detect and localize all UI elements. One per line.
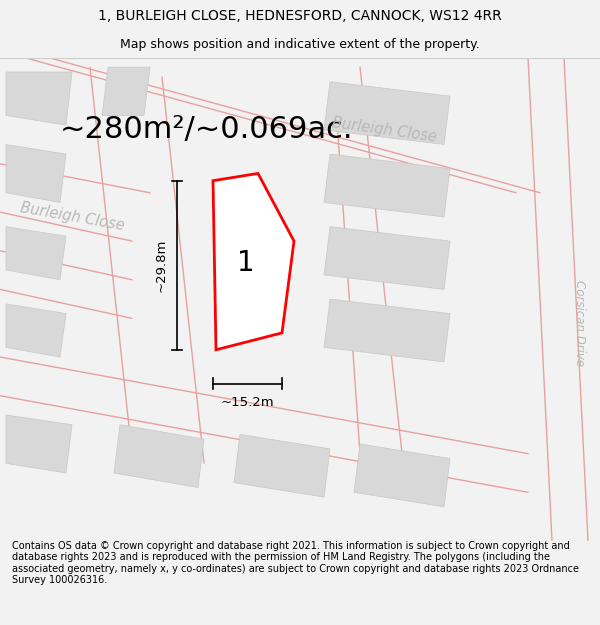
Text: Map shows position and indicative extent of the property.: Map shows position and indicative extent… — [120, 38, 480, 51]
Text: ~29.8m: ~29.8m — [155, 239, 168, 292]
Text: 1, BURLEIGH CLOSE, HEDNESFORD, CANNOCK, WS12 4RR: 1, BURLEIGH CLOSE, HEDNESFORD, CANNOCK, … — [98, 9, 502, 23]
Polygon shape — [6, 227, 66, 280]
Polygon shape — [114, 424, 204, 488]
Polygon shape — [234, 434, 330, 497]
Text: ~280m²/~0.069ac.: ~280m²/~0.069ac. — [60, 116, 353, 144]
Polygon shape — [6, 304, 66, 357]
Polygon shape — [6, 415, 72, 473]
Polygon shape — [324, 299, 450, 362]
Text: 1: 1 — [237, 249, 255, 277]
Polygon shape — [6, 144, 66, 202]
Text: Burleigh Close: Burleigh Close — [19, 201, 125, 234]
Polygon shape — [213, 174, 294, 350]
Polygon shape — [6, 72, 72, 125]
Text: Contains OS data © Crown copyright and database right 2021. This information is : Contains OS data © Crown copyright and d… — [12, 541, 579, 586]
Polygon shape — [102, 67, 150, 116]
Polygon shape — [324, 154, 450, 217]
Text: Corsican Drive: Corsican Drive — [572, 280, 586, 366]
Text: Burleigh Close: Burleigh Close — [331, 115, 437, 145]
Polygon shape — [354, 444, 450, 507]
Polygon shape — [324, 227, 450, 289]
Polygon shape — [324, 82, 450, 144]
Text: ~15.2m: ~15.2m — [221, 396, 274, 409]
